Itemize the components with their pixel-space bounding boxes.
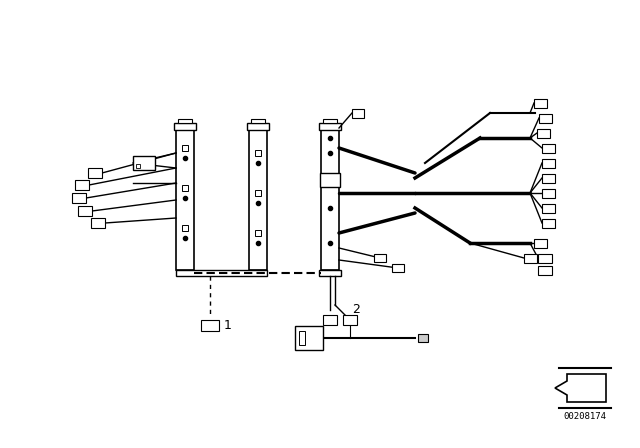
Bar <box>133 156 155 170</box>
Bar <box>255 150 261 156</box>
Bar <box>247 123 269 130</box>
Bar <box>295 326 323 350</box>
Bar <box>182 145 188 151</box>
Bar <box>323 315 337 325</box>
Bar <box>374 254 386 262</box>
Bar <box>320 173 340 187</box>
Bar <box>321 130 339 270</box>
Bar <box>541 159 554 168</box>
Bar <box>541 203 554 212</box>
Bar <box>392 264 404 272</box>
Bar <box>182 185 188 191</box>
Bar <box>343 315 357 325</box>
Bar <box>251 119 265 123</box>
Bar <box>255 190 261 196</box>
Bar <box>541 173 554 182</box>
Bar <box>88 168 102 178</box>
Bar <box>323 119 337 123</box>
Bar <box>176 130 194 270</box>
Text: 00208174: 00208174 <box>563 412 607 421</box>
Bar <box>541 189 554 198</box>
Bar <box>249 130 267 270</box>
Bar <box>538 254 552 263</box>
Bar <box>176 270 267 276</box>
Bar <box>541 219 554 228</box>
Bar <box>538 113 552 122</box>
Bar <box>352 108 364 117</box>
Bar <box>299 331 305 345</box>
Bar <box>255 230 261 236</box>
Bar <box>524 254 536 263</box>
Bar <box>319 123 341 130</box>
Bar <box>178 119 192 123</box>
Bar <box>534 99 547 108</box>
Text: 2: 2 <box>352 303 360 316</box>
Bar <box>418 334 428 342</box>
Bar <box>538 266 552 275</box>
Bar <box>91 218 105 228</box>
Bar <box>201 319 219 331</box>
Bar <box>536 129 550 138</box>
Polygon shape <box>555 374 606 402</box>
Bar <box>319 270 341 276</box>
Bar <box>72 193 86 203</box>
Bar <box>541 143 554 152</box>
Bar <box>174 123 196 130</box>
Bar <box>75 180 89 190</box>
Bar <box>136 164 140 168</box>
Bar <box>534 238 547 247</box>
Text: 1: 1 <box>224 319 232 332</box>
Bar <box>182 225 188 231</box>
Bar <box>78 206 92 216</box>
